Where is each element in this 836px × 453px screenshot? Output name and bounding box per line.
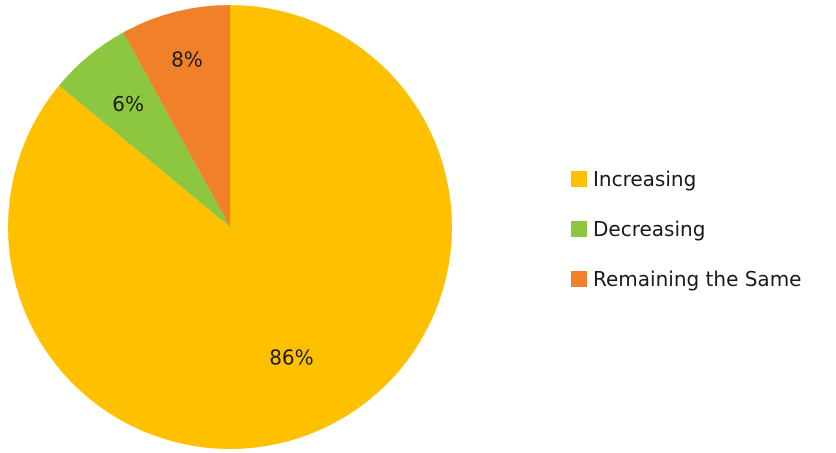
pie-chart: 86% 6% 8% — [7, 4, 452, 449]
legend-swatch-increasing — [571, 171, 587, 187]
legend-swatch-decreasing — [571, 221, 587, 237]
legend-label: Decreasing — [593, 217, 706, 241]
data-label-increasing: 86% — [269, 346, 313, 370]
data-label-remaining-the-same: 8% — [171, 47, 203, 71]
legend-item-remaining-the-same: Remaining the Same — [571, 266, 801, 292]
legend: Increasing Decreasing Remaining the Same — [571, 166, 801, 316]
legend-swatch-remaining-the-same — [571, 271, 587, 287]
legend-label: Increasing — [593, 167, 697, 191]
pie-slice-remaining-the-same — [123, 4, 230, 227]
legend-label: Remaining the Same — [593, 267, 802, 291]
pie-slice-decreasing — [58, 32, 230, 227]
legend-item-increasing: Increasing — [571, 166, 801, 192]
data-label-decreasing: 6% — [112, 92, 144, 116]
legend-item-decreasing: Decreasing — [571, 216, 801, 242]
